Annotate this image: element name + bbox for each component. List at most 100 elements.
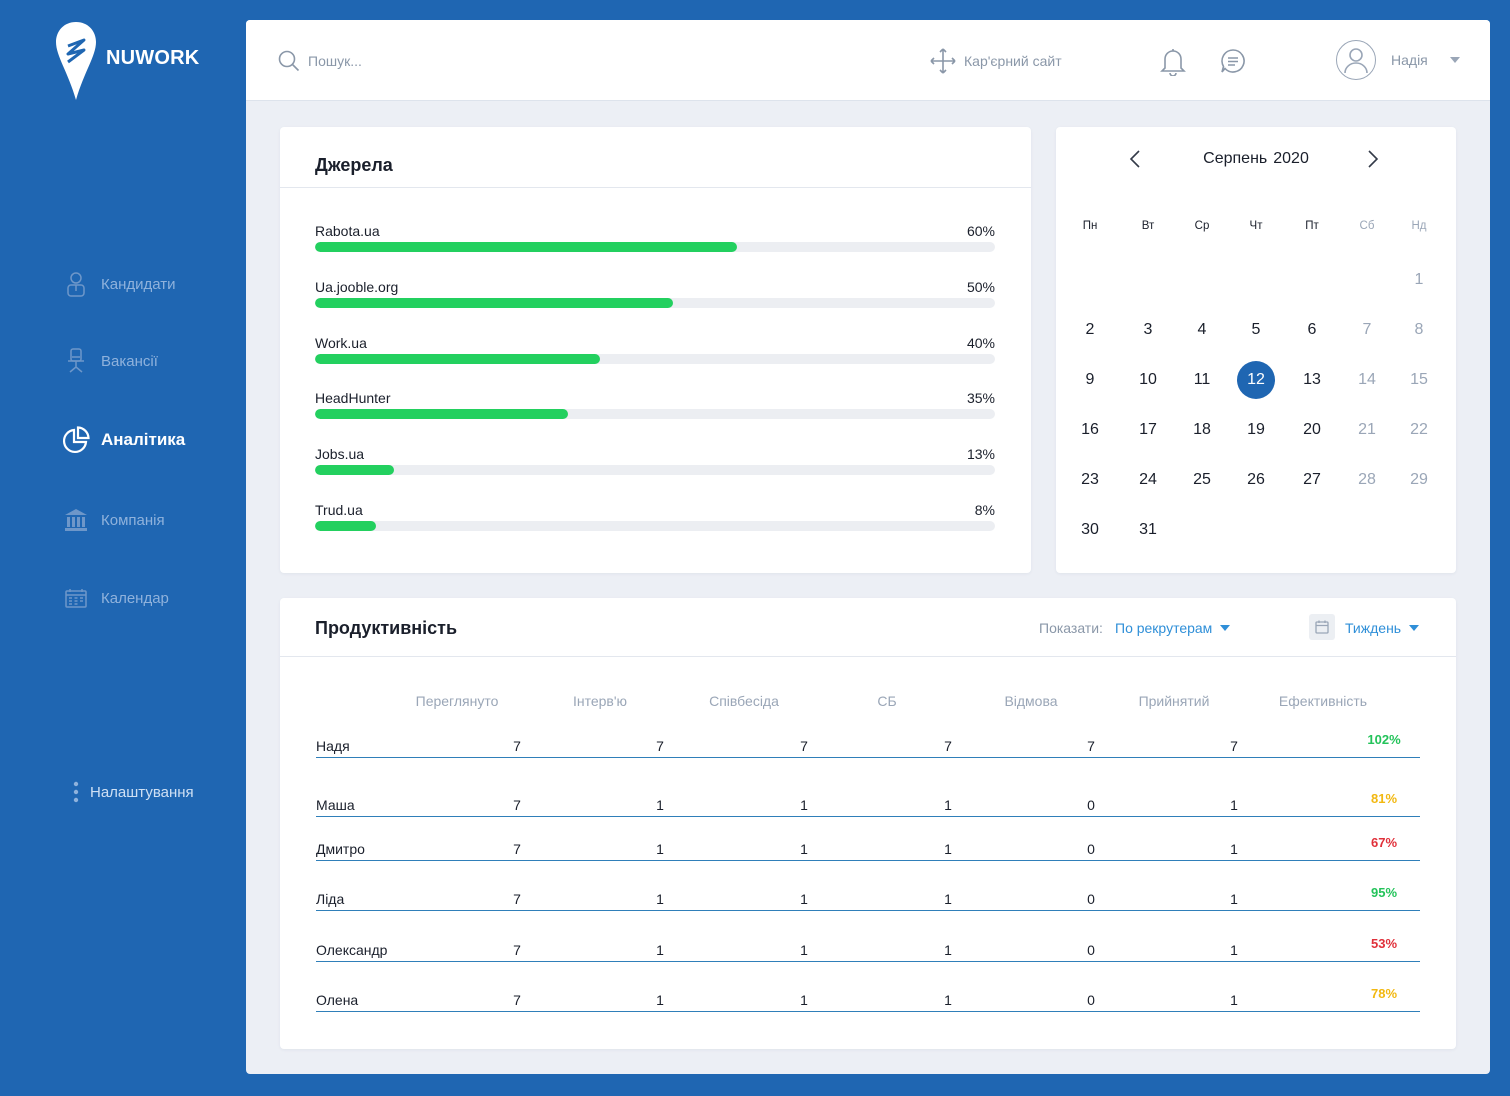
avatar bbox=[1336, 40, 1376, 80]
column-header: СБ bbox=[877, 693, 897, 709]
row-value: 0 bbox=[1087, 797, 1095, 813]
user-icon bbox=[62, 270, 90, 298]
weekday-label: Чт bbox=[1249, 220, 1263, 232]
calendar-day[interactable]: 21 bbox=[1358, 421, 1376, 438]
calendar-icon bbox=[62, 584, 90, 612]
calendar-day[interactable]: 31 bbox=[1139, 521, 1157, 538]
source-name: Jobs.ua bbox=[315, 446, 365, 463]
date-picker-button[interactable] bbox=[1309, 614, 1335, 640]
career-site-link[interactable]: Кар'єрний сайт bbox=[930, 48, 1062, 74]
search-input[interactable] bbox=[308, 53, 528, 69]
calendar-day[interactable]: 20 bbox=[1303, 421, 1321, 438]
chat-icon[interactable] bbox=[1220, 48, 1246, 74]
sidebar-item-candidates[interactable]: Кандидати bbox=[62, 270, 176, 298]
show-label: Показати: bbox=[1039, 620, 1103, 636]
calendar-day[interactable]: 13 bbox=[1303, 371, 1321, 388]
bell-icon[interactable] bbox=[1160, 46, 1186, 76]
source-percent: 40% bbox=[966, 334, 995, 351]
calendar-day[interactable]: 17 bbox=[1139, 421, 1157, 438]
row-value: 7 bbox=[656, 738, 664, 754]
logo-text: NUWORK bbox=[106, 47, 200, 69]
row-value: 1 bbox=[1230, 942, 1238, 958]
calendar-day[interactable]: 1 bbox=[1414, 271, 1424, 288]
app-logo[interactable]: NUWORK bbox=[54, 20, 199, 102]
calendar-card: Серпень 2020 Пн Вт Ср Чт Пт Сб Нд 1 2 3 4 5 6 7 8 9 10 11 1… bbox=[1056, 127, 1456, 573]
table-row: Олена 7 1 1 1 0 1 78% bbox=[316, 982, 1420, 1012]
source-percent: 60% bbox=[966, 223, 995, 239]
user-name: Надія bbox=[1391, 52, 1428, 68]
calendar-day[interactable]: 7 bbox=[1362, 321, 1372, 338]
sidebar-item-company[interactable]: Компанія bbox=[62, 506, 165, 534]
weekday-label: Пн bbox=[1082, 220, 1098, 232]
calendar-day[interactable]: 6 bbox=[1307, 321, 1317, 338]
row-value: 1 bbox=[800, 891, 808, 907]
calendar-day[interactable]: 29 bbox=[1410, 471, 1428, 488]
sidebar-item-vacancies[interactable]: Вакансії bbox=[62, 347, 158, 375]
sidebar-item-analytics[interactable]: Аналітика bbox=[62, 426, 185, 454]
user-avatar-icon bbox=[1344, 48, 1368, 74]
calendar-day[interactable]: 11 bbox=[1193, 371, 1211, 388]
progress-fill bbox=[315, 297, 673, 308]
row-value: 7 bbox=[513, 942, 521, 958]
search-bar bbox=[278, 50, 528, 72]
user-menu[interactable]: Надія bbox=[1336, 40, 1460, 80]
more-vertical-icon bbox=[73, 781, 79, 803]
progress-fill bbox=[315, 465, 394, 476]
calendar-day[interactable]: 22 bbox=[1410, 421, 1428, 438]
calendar-day[interactable]: 8 bbox=[1414, 321, 1424, 338]
row-value: 7 bbox=[513, 841, 521, 857]
sidebar-item-label: Налаштування bbox=[90, 783, 194, 801]
calendar-day[interactable]: 5 bbox=[1251, 321, 1261, 338]
sidebar-item-label: Кандидати bbox=[101, 275, 176, 293]
calendar-day[interactable]: 19 bbox=[1247, 421, 1265, 438]
calendar-day-selected[interactable]: 12 bbox=[1236, 361, 1276, 399]
period-dropdown[interactable]: Тиждень bbox=[1345, 620, 1420, 636]
row-value: 1 bbox=[944, 891, 952, 907]
calendar-day[interactable]: 2 bbox=[1085, 321, 1095, 338]
row-value: 1 bbox=[944, 841, 952, 857]
progress-fill bbox=[315, 521, 377, 531]
calendar-day[interactable]: 24 bbox=[1139, 471, 1157, 488]
weekday-label: Пт bbox=[1305, 220, 1319, 232]
row-value: 1 bbox=[656, 797, 664, 813]
table-row: Дмитро 7 1 1 1 0 1 67% bbox=[316, 831, 1420, 861]
column-header: Прийнятий bbox=[1138, 693, 1210, 709]
sources-title: Джерела bbox=[315, 155, 393, 175]
calendar-day[interactable]: 15 bbox=[1410, 371, 1428, 388]
chevron-left-icon[interactable] bbox=[1129, 149, 1141, 169]
calendar-day[interactable]: 25 bbox=[1193, 471, 1211, 488]
search-icon bbox=[278, 50, 300, 72]
calendar-day[interactable]: 14 bbox=[1358, 371, 1376, 388]
show-by-dropdown[interactable]: По рекрутерам bbox=[1115, 620, 1231, 636]
calendar-day[interactable]: 10 bbox=[1139, 371, 1157, 388]
calendar-month-title: Серпень 2020 bbox=[1056, 150, 1456, 168]
move-arrows-icon bbox=[930, 48, 956, 74]
productivity-card: Продуктивність Показати: По рекрутерам Т… bbox=[280, 598, 1456, 1049]
sidebar-item-settings[interactable]: Налаштування bbox=[70, 781, 194, 803]
source-percent: 13% bbox=[966, 446, 995, 463]
calendar-day[interactable]: 4 bbox=[1197, 321, 1207, 338]
chevron-right-icon[interactable] bbox=[1367, 149, 1379, 169]
calendar-day[interactable]: 3 bbox=[1143, 321, 1153, 338]
efficiency-value: 81% bbox=[1370, 791, 1398, 806]
calendar-day[interactable]: 26 bbox=[1247, 471, 1265, 488]
row-value: 1 bbox=[656, 891, 664, 907]
row-value: 1 bbox=[944, 992, 952, 1008]
calendar-day[interactable]: 30 bbox=[1081, 521, 1099, 538]
divider bbox=[280, 187, 1031, 188]
calendar-day[interactable]: 16 bbox=[1081, 421, 1099, 438]
calendar-day[interactable]: 18 bbox=[1193, 421, 1211, 438]
chevron-down-icon bbox=[1449, 57, 1460, 63]
column-header: Ефективність bbox=[1278, 693, 1368, 709]
row-name: Дмитро bbox=[316, 841, 365, 857]
progress-fill bbox=[315, 242, 737, 252]
sidebar-item-label: Календар bbox=[101, 589, 169, 607]
calendar-day[interactable]: 27 bbox=[1303, 471, 1321, 488]
sidebar-item-calendar[interactable]: Календар bbox=[62, 584, 169, 612]
main-panel: Кар'єрний сайт Надія Джерела Rabota.ua60… bbox=[246, 20, 1490, 1074]
calendar-day[interactable]: 28 bbox=[1358, 471, 1376, 488]
calendar-day[interactable]: 9 bbox=[1085, 371, 1095, 388]
calendar-header: Серпень 2020 bbox=[1056, 147, 1456, 171]
calendar-day[interactable]: 23 bbox=[1081, 471, 1099, 488]
source-percent: 35% bbox=[966, 390, 995, 407]
